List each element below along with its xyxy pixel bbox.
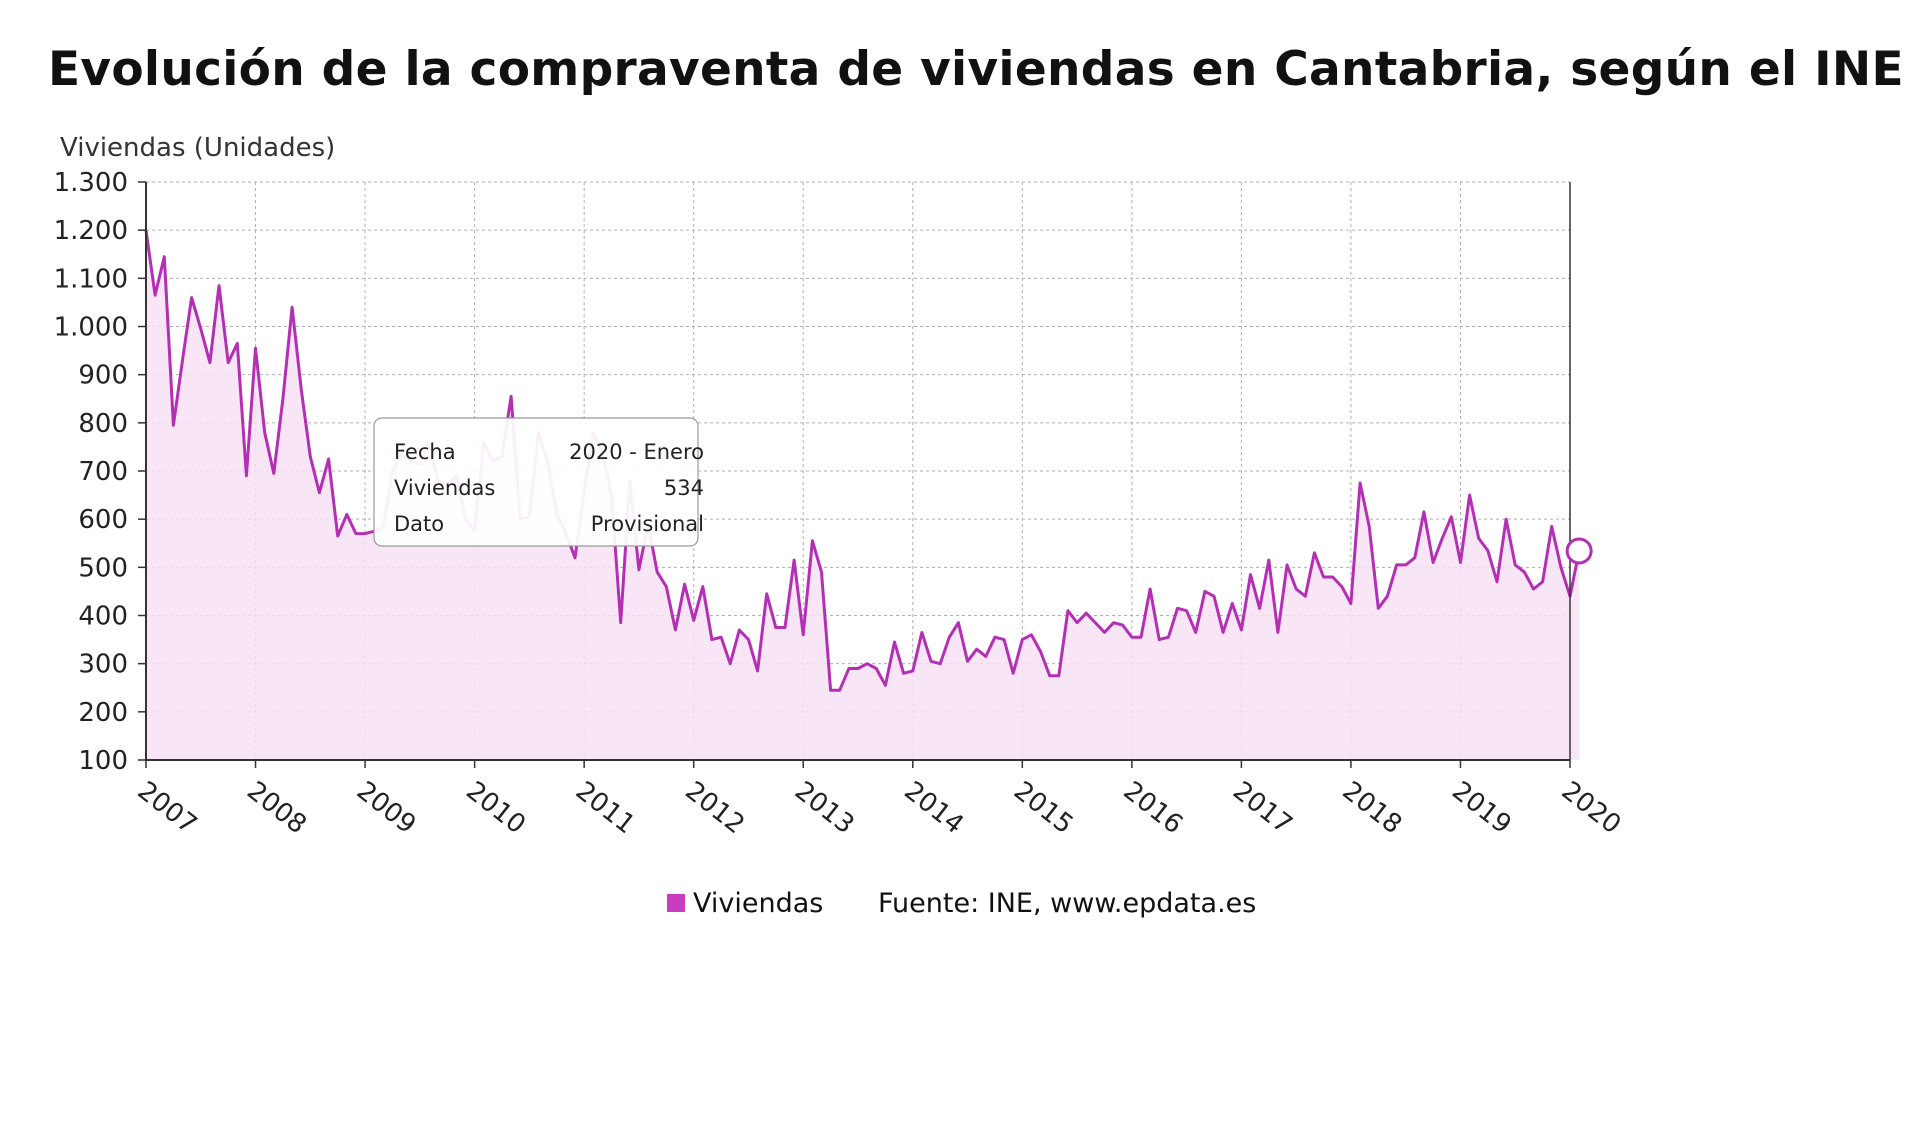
x-tick-label: 2009 — [351, 776, 422, 840]
tooltip-label-fecha: Fecha — [394, 440, 456, 464]
y-tick-label: 600 — [78, 505, 128, 535]
legend-swatch — [667, 894, 685, 912]
x-tick-label: 2015 — [1008, 776, 1079, 840]
chart-title: Evolución de la compraventa de viviendas… — [48, 42, 1904, 97]
x-tick-label: 2017 — [1227, 776, 1298, 840]
x-ticks: 2007 2008 2009 2010 2011 2012 2013 2014 2015 2016… — [132, 760, 1627, 840]
hover-point-marker[interactable] — [1565, 537, 1593, 565]
x-tick-label: 2011 — [570, 776, 641, 840]
y-tick-label: 300 — [78, 650, 128, 680]
source-note: Fuente: INE, www.epdata.es — [878, 888, 1256, 919]
legend: Viviendas Fuente: INE, www.epdata.es — [667, 888, 1256, 919]
y-tick-label: 1.200 — [54, 216, 128, 246]
tooltip-value-dato: Provisional — [591, 512, 704, 536]
y-tick-label: 1.000 — [54, 313, 128, 343]
y-tick-label: 1.300 — [54, 168, 128, 198]
y-tick-label: 700 — [78, 457, 128, 487]
x-tick-label: 2020 — [1556, 776, 1627, 840]
x-tick-label: 2016 — [1118, 776, 1189, 840]
tooltip-box — [373, 417, 699, 547]
y-tick-label: 200 — [78, 698, 128, 728]
y-axis-label: Viviendas (Unidades) — [60, 133, 335, 163]
y-tick-label: 400 — [78, 602, 128, 632]
tooltip-value-fecha: 2020 - Enero — [569, 440, 704, 464]
x-tick-label: 2013 — [789, 776, 860, 840]
x-tick-label: 2014 — [898, 776, 969, 840]
y-tick-label: 500 — [78, 553, 128, 583]
x-tick-label: 2012 — [679, 776, 750, 840]
tooltip-label-viviendas: Viviendas — [394, 476, 495, 500]
y-ticks: 100 200 300 400 500 600 700 800 900 1.000 1.100 1.2… — [54, 168, 146, 776]
y-tick-label: 800 — [78, 409, 128, 439]
y-tick-label: 100 — [78, 746, 128, 776]
legend-label: Viviendas — [693, 888, 823, 919]
x-tick-label: 2007 — [132, 776, 203, 840]
x-tick-label: 2018 — [1337, 776, 1408, 840]
y-tick-label: 1.100 — [54, 264, 128, 294]
x-tick-label: 2010 — [460, 776, 531, 840]
x-tick-label: 2019 — [1446, 776, 1517, 840]
y-tick-label: 900 — [78, 361, 128, 391]
tooltip: Fecha 2020 - Enero Viviendas 534 Dato Pr… — [373, 417, 704, 547]
tooltip-label-dato: Dato — [394, 512, 444, 536]
tooltip-value-viviendas: 534 — [664, 476, 704, 500]
marker-layer — [1565, 537, 1593, 565]
x-tick-label: 2008 — [241, 776, 312, 840]
